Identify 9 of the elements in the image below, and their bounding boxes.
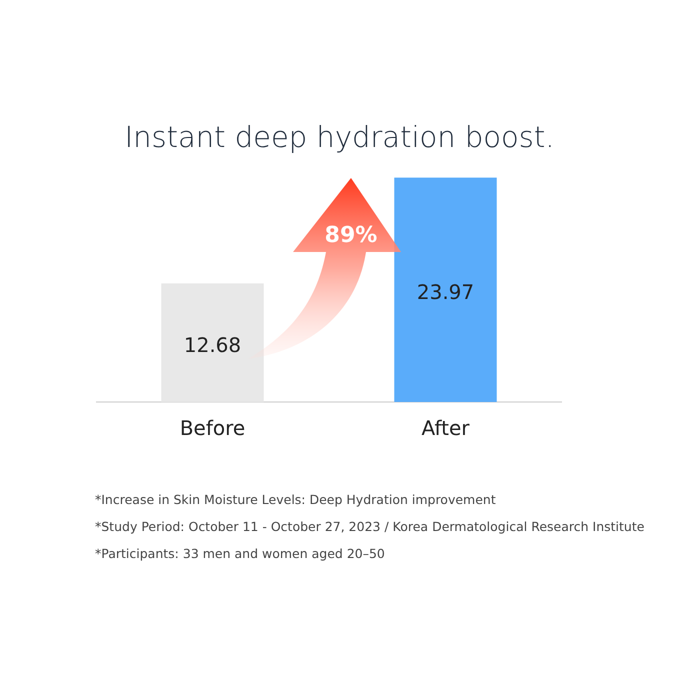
data-label: 23.97 — [416, 280, 474, 304]
text: *Increase in Skin Moisture Levels: Deep Hydration improvement — [95, 492, 496, 507]
annotation: 89% — [324, 223, 378, 248]
text: *Study Period: October 11 - October 27, 2023 / Korea Dermatological Research Institute — [95, 519, 644, 534]
x-tick-label: Before — [180, 416, 246, 440]
text: *Participants: 33 men and women aged 20–50 — [95, 546, 385, 561]
chart-title: Instant deep hydration boost. — [124, 120, 556, 154]
data-label: 12.68 — [184, 332, 242, 357]
x-tick-label: After — [421, 416, 470, 440]
